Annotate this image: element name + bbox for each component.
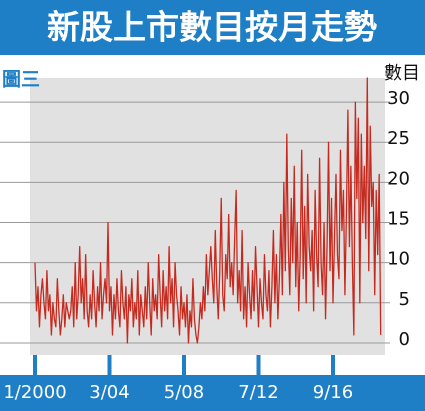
x-axis-band	[0, 375, 425, 411]
chart-title: 新股上市數目按月走勢	[47, 8, 377, 47]
x-tick-label: 3/04	[89, 382, 129, 403]
data-line	[34, 77, 382, 344]
x-tick	[256, 355, 261, 375]
y-tick-label: 0	[399, 329, 410, 350]
y-axis-label: 數目	[384, 63, 420, 84]
y-tick-label: 20	[387, 168, 410, 189]
y-tick-label: 15	[387, 209, 410, 230]
title-band	[0, 0, 425, 55]
y-tick-label: 30	[387, 88, 410, 109]
x-tick-label: 1/2000	[3, 382, 66, 403]
x-tick-label: 7/12	[238, 382, 278, 403]
y-tick-label: 5	[399, 289, 410, 310]
x-tick-label: 5/08	[164, 382, 204, 403]
y-tick-label: 10	[387, 249, 410, 270]
x-tick-label: 9/16	[313, 382, 353, 403]
x-tick	[107, 355, 112, 375]
figure-label: 圖三	[2, 69, 40, 91]
x-tick	[33, 355, 37, 375]
x-tick	[331, 355, 335, 375]
x-tick	[182, 355, 186, 375]
y-tick-label: 25	[387, 128, 410, 149]
